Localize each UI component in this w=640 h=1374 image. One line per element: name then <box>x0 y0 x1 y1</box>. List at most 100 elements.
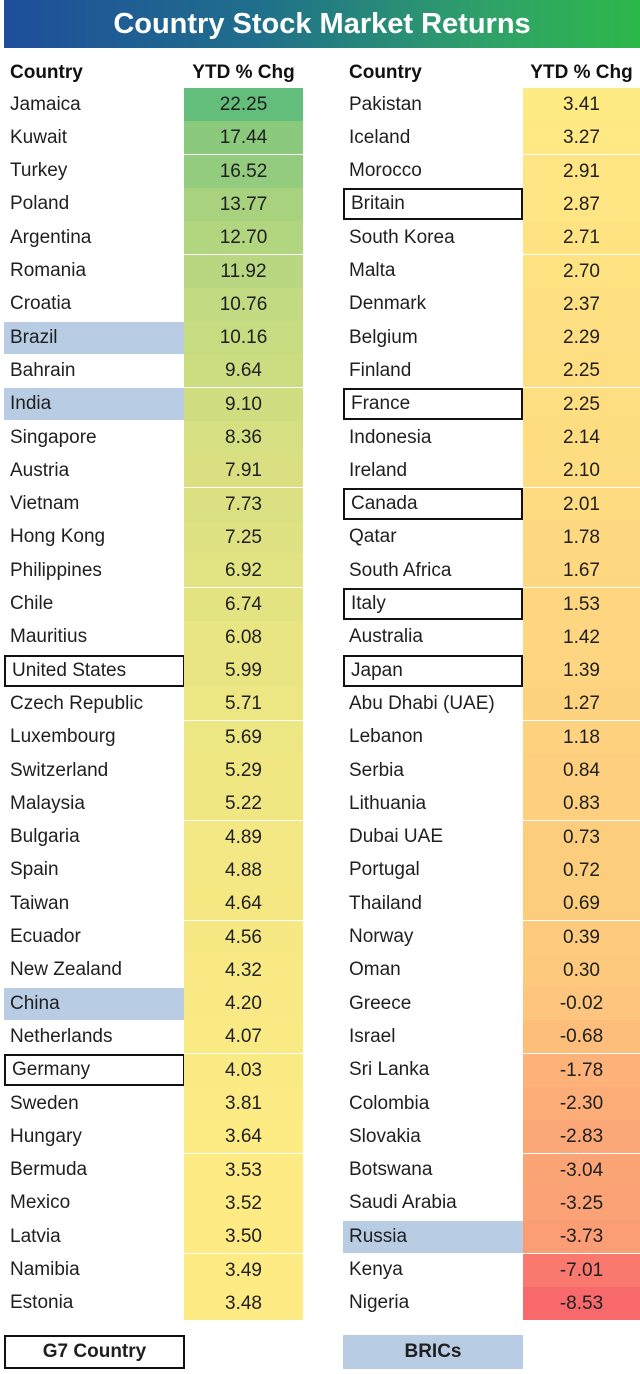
country-name: Saudi Arabia <box>349 1192 457 1214</box>
ytd-value-cell: 2.91 <box>523 154 640 188</box>
ytd-value-cell: 16.52 <box>184 154 303 188</box>
ytd-value-cell: 1.27 <box>523 687 640 721</box>
ytd-value-cell: -1.78 <box>523 1053 640 1087</box>
ytd-value-cell: 4.56 <box>184 920 303 954</box>
country-name: Taiwan <box>10 892 70 914</box>
country-name: Latvia <box>10 1225 61 1247</box>
country-name: Spain <box>10 859 59 881</box>
ytd-value-cell: 3.48 <box>184 1286 303 1320</box>
country-name: Slovakia <box>349 1125 421 1147</box>
ytd-value-cell: 4.89 <box>184 820 303 854</box>
country-name: Colombia <box>349 1092 430 1114</box>
country-name: Japan <box>343 654 523 687</box>
ytd-value-cell: 2.37 <box>523 287 640 321</box>
ytd-value-cell: 4.20 <box>184 987 303 1021</box>
ytd-value-cell: 2.10 <box>523 454 640 488</box>
ytd-value-cell: 2.01 <box>523 487 640 521</box>
ytd-value-cell: -3.04 <box>523 1153 640 1187</box>
country-name: China <box>4 987 185 1020</box>
country-name: Argentina <box>10 226 92 248</box>
country-name: South Korea <box>349 226 455 248</box>
country-name: Philippines <box>10 559 102 581</box>
country-name: Finland <box>349 359 412 381</box>
country-name: Serbia <box>349 759 404 781</box>
country-name: Indonesia <box>349 426 432 448</box>
ytd-value-cell: 4.03 <box>184 1053 303 1087</box>
country-name: New Zealand <box>10 959 122 981</box>
country-name: Greece <box>349 992 412 1014</box>
ytd-value-cell: 5.99 <box>184 654 303 688</box>
country-name: Ireland <box>349 459 408 481</box>
country-name: Netherlands <box>10 1025 113 1047</box>
ytd-value-cell: 3.27 <box>523 121 640 155</box>
country-name: Vietnam <box>10 493 80 515</box>
country-name: Malta <box>349 260 396 281</box>
ytd-value-cell: 9.10 <box>184 387 303 421</box>
ytd-value-cell: 10.16 <box>184 321 303 355</box>
country-name: Pakistan <box>349 93 422 115</box>
country-name: Singapore <box>10 426 97 448</box>
country-name: Italy <box>343 588 523 620</box>
ytd-value-cell: 3.64 <box>184 1120 303 1154</box>
country-name: Jamaica <box>10 93 81 115</box>
ytd-value-cell: 3.41 <box>523 88 640 121</box>
country-name: Lebanon <box>349 726 423 748</box>
right-ytd-header: YTD % Chg <box>530 62 633 83</box>
country-name: Bulgaria <box>10 826 80 848</box>
country-name: Kuwait <box>10 126 68 148</box>
country-name: Belgium <box>349 326 418 348</box>
ytd-value-cell: 2.25 <box>523 354 640 388</box>
ytd-value-cell: 0.84 <box>523 754 640 787</box>
ytd-value-cell: 2.29 <box>523 321 640 355</box>
country-name: Britain <box>343 188 523 221</box>
country-name: Croatia <box>10 293 72 315</box>
ytd-value-cell: 4.32 <box>184 953 303 987</box>
country-name: Iceland <box>349 126 411 148</box>
chart-title: Country Stock Market Returns <box>4 0 640 48</box>
ytd-value-cell: 5.69 <box>184 720 303 754</box>
country-name: Brazil <box>4 321 185 354</box>
country-name: Malaysia <box>10 792 85 814</box>
country-name: Estonia <box>10 1292 74 1314</box>
ytd-value-cell: 6.08 <box>184 620 303 654</box>
ytd-value-cell: 7.73 <box>184 487 303 521</box>
country-name: Sweden <box>10 1092 79 1114</box>
country-name: South Africa <box>349 559 452 581</box>
country-name: Botswana <box>349 1159 433 1181</box>
country-name: Ecuador <box>10 926 81 947</box>
ytd-value-cell: -2.83 <box>523 1120 640 1154</box>
ytd-value-cell: 0.73 <box>523 820 640 854</box>
ytd-value-cell: 7.25 <box>184 520 303 554</box>
ytd-value-cell: 0.72 <box>523 853 640 887</box>
country-name: Portugal <box>349 859 420 881</box>
ytd-value-cell: 2.71 <box>523 221 640 255</box>
ytd-value-cell: 8.36 <box>184 421 303 454</box>
country-name: Nigeria <box>349 1292 410 1314</box>
ytd-value-cell: 13.77 <box>184 187 303 221</box>
country-name: Germany <box>4 1054 185 1087</box>
ytd-value-cell: 4.64 <box>184 887 303 921</box>
country-name: Canada <box>343 488 523 521</box>
ytd-value-cell: 5.29 <box>184 754 303 787</box>
ytd-value-cell: -3.25 <box>523 1186 640 1220</box>
ytd-value-cell: 1.53 <box>523 587 640 621</box>
country-name: Denmark <box>349 293 427 315</box>
country-name: India <box>4 388 185 421</box>
ytd-value-cell: 4.88 <box>184 853 303 887</box>
ytd-value-cell: 1.42 <box>523 620 640 654</box>
country-name: Poland <box>10 193 70 215</box>
country-name: France <box>343 388 523 421</box>
ytd-value-cell: 1.39 <box>523 654 640 688</box>
ytd-value-cell: 1.18 <box>523 720 640 754</box>
ytd-value-cell: 17.44 <box>184 121 303 155</box>
country-name: Turkey <box>10 160 68 182</box>
country-name: Thailand <box>349 892 422 914</box>
ytd-value-cell: -0.68 <box>523 1020 640 1054</box>
ytd-value-cell: 3.52 <box>184 1186 303 1220</box>
legend-g7-country: G7 Country <box>4 1335 185 1369</box>
country-name: Abu Dhabi (UAE) <box>349 692 495 714</box>
ytd-value-cell: 3.49 <box>184 1253 303 1287</box>
ytd-value-cell: 0.83 <box>523 787 640 821</box>
country-name: Hungary <box>10 1125 82 1147</box>
ytd-value-cell: 10.76 <box>184 287 303 321</box>
